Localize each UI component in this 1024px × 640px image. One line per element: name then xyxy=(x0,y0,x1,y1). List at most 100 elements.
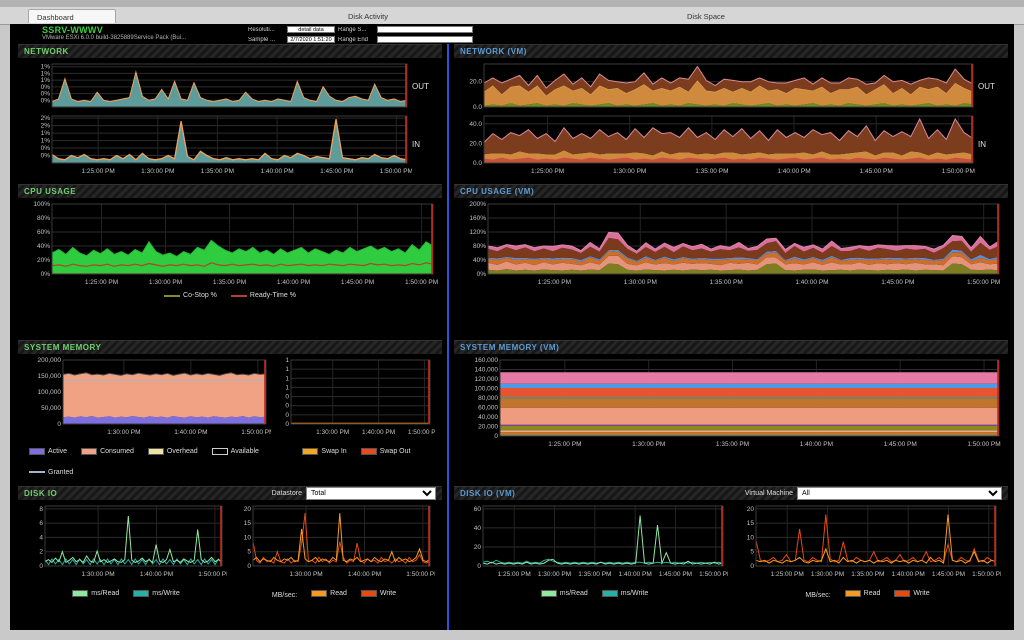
svg-text:40.0: 40.0 xyxy=(469,121,482,128)
datastore-label: Datastore xyxy=(272,490,302,497)
svg-text:1:30:00 PM: 1:30:00 PM xyxy=(811,571,844,578)
svg-text:60: 60 xyxy=(474,506,482,513)
svg-text:6: 6 xyxy=(39,520,43,527)
range-start-field[interactable] xyxy=(377,26,473,33)
disk-vm-ms-chart: 60402001:25:00 PM1:30:00 PM1:35:00 PM1:4… xyxy=(461,503,728,579)
svg-text:1:35:00 PM: 1:35:00 PM xyxy=(201,168,234,175)
tab-disk-space[interactable]: Disk Space xyxy=(687,9,725,23)
network-in-chart: 2%2%1%1%0%0%1:25:00 PM1:30:00 PM1:35:00 … xyxy=(22,113,412,176)
tab-dashboard[interactable]: Dashboard xyxy=(28,9,116,23)
svg-text:1:35:00 PM: 1:35:00 PM xyxy=(213,279,246,286)
legend-item: Consumed xyxy=(81,448,134,455)
svg-text:1:40:00 PM: 1:40:00 PM xyxy=(260,168,293,175)
panel-network: NETWORK 1%1%1%0%0%0% OUT 2%2%1%1%0%0%1:2… xyxy=(18,44,442,184)
legend-item: Write xyxy=(361,590,396,597)
sample-field[interactable] xyxy=(287,36,335,43)
svg-text:0%: 0% xyxy=(41,271,51,278)
svg-text:0.0: 0.0 xyxy=(473,160,482,167)
out-label: OUT xyxy=(412,61,438,111)
svg-text:20: 20 xyxy=(474,544,482,551)
svg-text:1:30:00 PM: 1:30:00 PM xyxy=(632,441,665,448)
window-titlebar xyxy=(0,0,1024,7)
svg-text:100,000: 100,000 xyxy=(475,386,499,393)
legend-item: ms/Read xyxy=(541,590,588,597)
svg-text:1:40:00 PM: 1:40:00 PM xyxy=(174,429,207,436)
svg-text:1:50:00 PM: 1:50:00 PM xyxy=(699,571,728,578)
svg-text:1:30:00 PM: 1:30:00 PM xyxy=(613,168,646,175)
network-vm-out-chart: 20.00.0 xyxy=(458,61,978,111)
range-end-field[interactable] xyxy=(377,36,473,43)
column-divider xyxy=(447,44,449,630)
svg-text:1:25:00 PM: 1:25:00 PM xyxy=(538,279,571,286)
resolution-label: Resoluti... xyxy=(248,27,284,33)
tab-disk-activity[interactable]: Disk Activity xyxy=(348,9,388,23)
legend-item: Granted xyxy=(29,469,73,476)
svg-text:1:40:00 PM: 1:40:00 PM xyxy=(892,571,925,578)
svg-text:1:25:00 PM: 1:25:00 PM xyxy=(498,571,531,578)
svg-text:1: 1 xyxy=(285,384,289,391)
server-info: VMware ESXi 6.0.0 build-3825889Service P… xyxy=(42,35,186,41)
svg-text:0%: 0% xyxy=(41,145,51,152)
svg-text:1:50:00 PM: 1:50:00 PM xyxy=(198,571,227,578)
svg-text:1:45:00 PM: 1:45:00 PM xyxy=(932,571,965,578)
svg-text:1:40:00 PM: 1:40:00 PM xyxy=(619,571,652,578)
svg-text:80%: 80% xyxy=(37,215,50,222)
resolution-field[interactable] xyxy=(287,26,335,33)
svg-text:20%: 20% xyxy=(37,257,50,264)
range-start-label: Range S... xyxy=(338,27,374,33)
svg-text:120%: 120% xyxy=(469,229,486,236)
panel-title: CPU USAGE (VM) xyxy=(460,187,534,196)
memory-legend: ActiveConsumedOverheadAvailableGranted xyxy=(22,442,275,478)
svg-text:20: 20 xyxy=(244,506,252,513)
disk-ms-legend: ms/Readms/Write xyxy=(65,584,187,602)
disk-ms-chart: 864201:30:00 PM1:40:00 PM1:50:00 PM xyxy=(25,503,227,579)
svg-text:1:45:00 PM: 1:45:00 PM xyxy=(341,279,374,286)
panel-title: SYSTEM MEMORY (VM) xyxy=(460,343,559,352)
svg-text:40%: 40% xyxy=(37,243,50,250)
out-label: OUT xyxy=(978,61,1004,111)
svg-text:1:30:00 PM: 1:30:00 PM xyxy=(624,279,657,286)
svg-text:1:40:00 PM: 1:40:00 PM xyxy=(140,571,173,578)
svg-text:1:40:00 PM: 1:40:00 PM xyxy=(348,571,381,578)
memory-vm-chart: 160,000140,000120,000100,00080,00060,000… xyxy=(458,357,1004,449)
legend-item: Swap In xyxy=(302,448,346,455)
svg-text:0.0: 0.0 xyxy=(473,104,482,111)
virtual-machine-select[interactable]: All xyxy=(797,487,1002,500)
svg-text:40: 40 xyxy=(474,525,482,532)
svg-text:0: 0 xyxy=(494,433,498,440)
server-name: SSRV-WWWV xyxy=(42,25,103,35)
svg-text:0: 0 xyxy=(477,563,481,570)
svg-text:1:40:00 PM: 1:40:00 PM xyxy=(800,441,833,448)
disk-mb-legend: MB/sec:ReadWrite xyxy=(265,584,403,602)
svg-text:80%: 80% xyxy=(473,243,486,250)
svg-text:1:25:00 PM: 1:25:00 PM xyxy=(771,571,804,578)
svg-text:1:45:00 PM: 1:45:00 PM xyxy=(860,168,893,175)
legend-item: Read xyxy=(311,590,347,597)
svg-text:1%: 1% xyxy=(41,138,51,145)
svg-text:1:30:00 PM: 1:30:00 PM xyxy=(81,571,114,578)
svg-text:60%: 60% xyxy=(37,229,50,236)
disk-vm-ms-legend: ms/Readms/Write xyxy=(534,584,656,602)
disk-vm-mb-legend: MB/sec:ReadWrite xyxy=(798,584,936,602)
svg-text:2%: 2% xyxy=(41,123,51,130)
svg-text:1:50:00 PM: 1:50:00 PM xyxy=(972,571,1001,578)
datastore-select[interactable]: Total xyxy=(306,487,436,500)
panel-title: CPU USAGE xyxy=(24,187,76,196)
svg-text:1:35:00 PM: 1:35:00 PM xyxy=(851,571,884,578)
svg-text:10: 10 xyxy=(747,534,755,541)
header-fields: Resoluti... Range S... Sample ... Range … xyxy=(248,25,473,44)
legend-item: MB/sec: xyxy=(805,592,830,599)
svg-text:1:45:00 PM: 1:45:00 PM xyxy=(659,571,692,578)
swap-chart: 111100001:30:00 PM1:40:00 PM1:50:00 PM xyxy=(277,357,435,437)
svg-text:0: 0 xyxy=(285,412,289,419)
virtual-machine-label: Virtual Machine xyxy=(745,490,793,497)
panel-title: SYSTEM MEMORY xyxy=(24,343,101,352)
panel-memory: SYSTEM MEMORY 200,000150,000100,00050,00… xyxy=(18,340,442,486)
svg-text:1:30:00 PM: 1:30:00 PM xyxy=(141,168,174,175)
svg-text:1: 1 xyxy=(285,357,289,364)
svg-text:0: 0 xyxy=(247,563,251,570)
legend-item: Read xyxy=(845,590,881,597)
panel-title: DISK IO xyxy=(24,489,57,498)
panel-disk-io-vm: DISK IO (VM) Virtual Machine All 6040200… xyxy=(454,486,1008,630)
svg-text:1:35:00 PM: 1:35:00 PM xyxy=(716,441,749,448)
